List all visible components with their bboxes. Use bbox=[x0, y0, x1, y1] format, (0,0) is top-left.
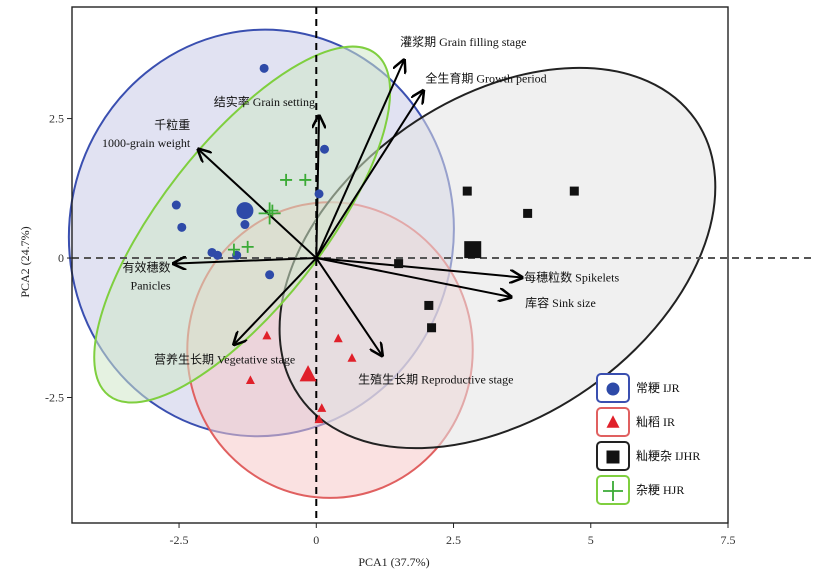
x-tick-label-0: -2.5 bbox=[170, 533, 189, 547]
point-ijhr-5 bbox=[427, 323, 437, 333]
loading-label-2: 结实率 Grain setting bbox=[214, 94, 315, 109]
legend-marker-0 bbox=[606, 382, 620, 396]
loading-label-7: 营养生长期 Vegetative stage bbox=[154, 351, 295, 366]
point-ijhr-3 bbox=[394, 259, 404, 269]
loading-label-1: 全生育期 Growth period bbox=[425, 71, 546, 86]
point-hjr-3 bbox=[241, 240, 254, 253]
legend-label-2: 籼粳杂 IJHR bbox=[636, 449, 700, 463]
loading-label-0: 灌浆期 Grain filling stage bbox=[400, 34, 526, 49]
plot-frame bbox=[71, 6, 729, 524]
legend: 常粳 IJR 籼稻 IR 籼粳杂 IJHR 杂粳 HJR bbox=[596, 373, 700, 505]
loading-label-5: 每穗粒数 Spikelets bbox=[524, 270, 619, 285]
loading-arrow-0 bbox=[315, 60, 404, 259]
point-ir-3 bbox=[245, 375, 255, 385]
centroid-hjr bbox=[258, 202, 281, 225]
y-tick-label-1: 0 bbox=[58, 251, 64, 265]
loading-arrow-1 bbox=[315, 91, 423, 259]
loading-label-3: 千粒重 1000-grain weight bbox=[102, 117, 191, 150]
axis-ticks: -2.5 0 2.5 5 7.5 2.5 0 -2.5 bbox=[45, 112, 736, 547]
point-hjr-2 bbox=[266, 204, 279, 217]
point-ijr-1 bbox=[171, 200, 181, 210]
point-ijr-7 bbox=[212, 250, 222, 260]
loading-label-6: 库容 Sink size bbox=[525, 295, 596, 310]
loading-arrow-4 bbox=[174, 258, 317, 264]
point-hjr-0 bbox=[280, 173, 293, 186]
x-tick-label-2: 2.5 bbox=[446, 533, 461, 547]
legend-label-1: 籼稻 IR bbox=[636, 415, 675, 429]
loading-arrow-5 bbox=[316, 257, 522, 278]
point-ir-1 bbox=[333, 333, 343, 343]
centroid-ir bbox=[299, 365, 317, 382]
point-ir-5 bbox=[314, 414, 324, 424]
point-ijhr-0 bbox=[462, 186, 472, 196]
y-tick-label-0: 2.5 bbox=[49, 112, 64, 126]
reference-lines bbox=[72, 7, 812, 523]
point-ijhr-4 bbox=[424, 300, 434, 310]
point-ijr-5 bbox=[240, 220, 250, 230]
point-ir-2 bbox=[347, 353, 357, 362]
y-tick-label-2: -2.5 bbox=[45, 390, 64, 404]
point-hjr-1 bbox=[299, 173, 312, 186]
loading-arrow-3 bbox=[198, 149, 317, 259]
legend-marker-2 bbox=[606, 450, 620, 464]
point-ijr-9 bbox=[265, 270, 275, 280]
plot-border bbox=[71, 6, 729, 524]
legend-marker-3 bbox=[603, 481, 623, 501]
centroid-ijr bbox=[236, 202, 254, 220]
loading-label-4: 有效穗数 Panicles bbox=[123, 260, 171, 293]
legend-label-3: 杂粳 HJR bbox=[636, 483, 684, 497]
point-ir-4 bbox=[317, 403, 327, 412]
legend-marker-1 bbox=[606, 415, 620, 428]
centroid-ijhr bbox=[464, 241, 482, 259]
data-points bbox=[171, 63, 579, 424]
point-hjr-4 bbox=[227, 243, 240, 256]
point-ijr-3 bbox=[320, 144, 330, 154]
legend-label-0: 常粳 IJR bbox=[636, 381, 680, 395]
x-axis-title: PCA1 (37.7%) bbox=[358, 555, 429, 569]
arrow-labels: 灌浆期 Grain filling stage 全生育期 Growth perio… bbox=[102, 34, 620, 387]
x-tick-label-4: 7.5 bbox=[721, 533, 736, 547]
x-tick-label-3: 5 bbox=[588, 533, 594, 547]
point-ijr-2 bbox=[177, 222, 187, 232]
loading-label-8: 生殖生长期 Reproductive stage bbox=[358, 372, 513, 387]
loading-arrow-6 bbox=[316, 257, 511, 297]
loading-arrows bbox=[174, 60, 523, 356]
point-ir-0 bbox=[262, 330, 272, 340]
loading-arrow-7 bbox=[234, 257, 318, 344]
point-ijr-4 bbox=[314, 189, 324, 199]
point-ijhr-2 bbox=[523, 208, 533, 218]
y-axis-title: PCA2 (24.7%) bbox=[18, 226, 32, 297]
loading-arrow-8 bbox=[315, 257, 382, 356]
point-ijhr-1 bbox=[569, 186, 579, 196]
loading-arrow-2 bbox=[316, 116, 319, 259]
x-tick-label-1: 0 bbox=[313, 533, 319, 547]
point-ijr-0 bbox=[259, 63, 269, 73]
